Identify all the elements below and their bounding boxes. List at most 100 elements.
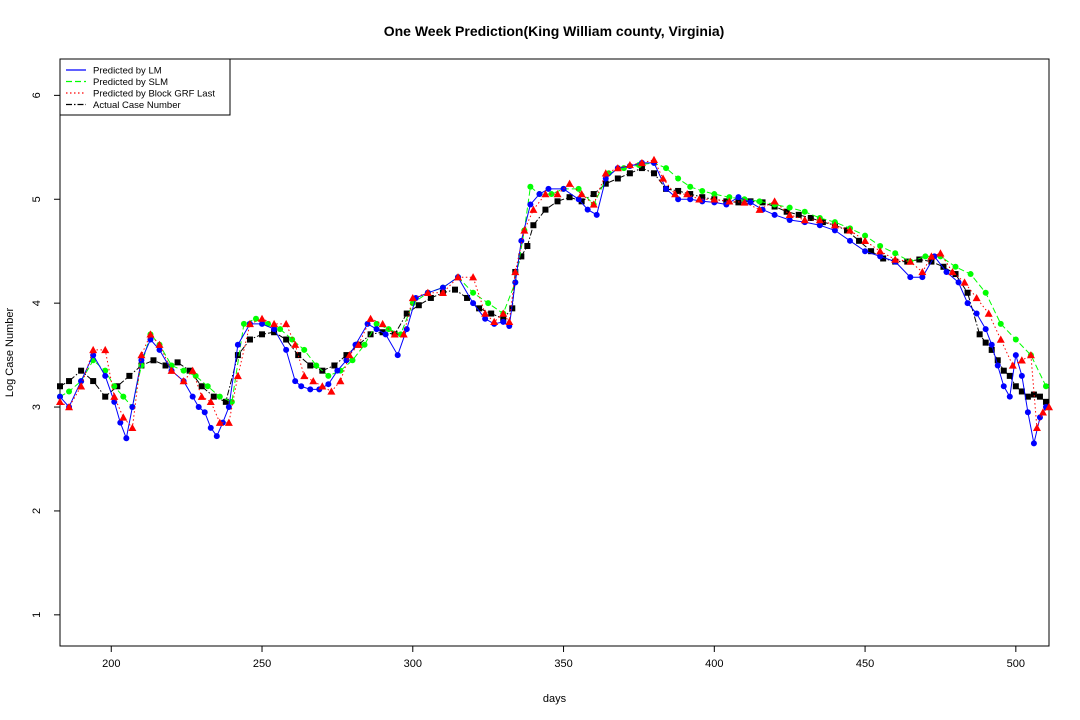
- data-point: [204, 383, 211, 390]
- data-point: [505, 317, 514, 326]
- data-point: [918, 267, 927, 276]
- data-point: [675, 187, 682, 194]
- data-point: [225, 404, 232, 411]
- series-layer: [56, 155, 1053, 447]
- data-point: [224, 418, 233, 426]
- data-point: [102, 372, 109, 379]
- data-point: [845, 226, 854, 234]
- data-point: [198, 383, 205, 390]
- legend-box: [59, 58, 231, 116]
- data-point: [984, 309, 993, 317]
- data-point: [614, 175, 621, 182]
- data-point: [577, 190, 586, 198]
- data-point: [862, 248, 869, 255]
- data-point: [325, 381, 332, 388]
- data-point: [1030, 391, 1037, 398]
- data-point: [213, 433, 220, 440]
- data-point: [880, 255, 887, 262]
- data-point: [138, 362, 145, 369]
- series-predicted-by-lm: [57, 159, 1049, 447]
- data-point: [530, 222, 537, 229]
- data-point: [613, 164, 622, 172]
- data-point: [438, 288, 447, 296]
- data-point: [675, 175, 682, 182]
- data-point: [536, 191, 543, 198]
- data-point: [747, 199, 754, 206]
- data-point: [343, 357, 350, 364]
- data-point: [114, 383, 121, 390]
- series-predicted-by-block-grf-last: [56, 155, 1053, 432]
- data-point: [476, 305, 483, 312]
- data-point: [1008, 361, 1017, 369]
- data-point: [527, 201, 534, 208]
- data-point: [307, 386, 314, 393]
- x-tick-label: 350: [554, 658, 572, 670]
- data-point: [373, 326, 380, 333]
- data-point: [334, 367, 341, 374]
- data-point: [996, 335, 1005, 343]
- data-point: [699, 194, 706, 201]
- data-point: [601, 169, 610, 177]
- data-point: [1000, 383, 1007, 390]
- data-point: [940, 263, 947, 270]
- data-point: [982, 326, 989, 333]
- data-point: [464, 294, 471, 301]
- data-point: [189, 393, 196, 400]
- data-point: [1032, 423, 1041, 432]
- data-point: [625, 160, 634, 169]
- data-point: [500, 315, 507, 322]
- data-point: [206, 397, 215, 406]
- data-point: [602, 180, 609, 187]
- data-point: [138, 357, 145, 364]
- data-point: [816, 222, 823, 229]
- data-point: [964, 300, 971, 307]
- data-point: [180, 367, 187, 374]
- data-point: [553, 190, 562, 198]
- data-point: [735, 194, 742, 201]
- data-point: [215, 418, 224, 426]
- data-point: [740, 198, 749, 206]
- data-point: [327, 387, 336, 395]
- data-point: [726, 194, 733, 201]
- data-point: [967, 271, 974, 278]
- data-point: [575, 196, 582, 203]
- data-point: [313, 362, 320, 369]
- data-point: [488, 310, 495, 317]
- data-point: [174, 359, 181, 366]
- data-point: [952, 263, 959, 270]
- data-point: [801, 208, 808, 215]
- data-point: [399, 330, 408, 338]
- data-point: [162, 362, 169, 369]
- data-point: [186, 367, 193, 374]
- data-point: [566, 194, 573, 201]
- data-point: [1042, 383, 1049, 390]
- data-point: [246, 336, 253, 343]
- data-point: [57, 393, 63, 400]
- data-point: [482, 315, 489, 322]
- data-point: [271, 329, 278, 336]
- data-point: [179, 377, 188, 385]
- data-point: [960, 278, 969, 286]
- data-point: [877, 253, 884, 260]
- data-point: [982, 339, 989, 346]
- data-point: [282, 319, 291, 328]
- data-point: [982, 289, 989, 296]
- data-point: [439, 284, 446, 291]
- data-point: [876, 247, 885, 255]
- data-point: [1012, 336, 1019, 343]
- data-point: [57, 383, 63, 390]
- legend-label: Predicted by SLM: [93, 77, 168, 88]
- legend-label: Predicted by LM: [93, 66, 162, 77]
- data-point: [659, 174, 668, 182]
- data-point: [490, 317, 499, 326]
- data-point: [222, 398, 229, 405]
- data-point: [1006, 372, 1013, 379]
- data-point: [554, 198, 561, 205]
- data-point: [861, 236, 870, 245]
- data-point: [973, 310, 980, 317]
- data-point: [295, 352, 302, 359]
- data-point: [234, 352, 241, 359]
- data-point: [518, 253, 525, 260]
- data-point: [542, 206, 549, 213]
- data-point: [233, 371, 242, 380]
